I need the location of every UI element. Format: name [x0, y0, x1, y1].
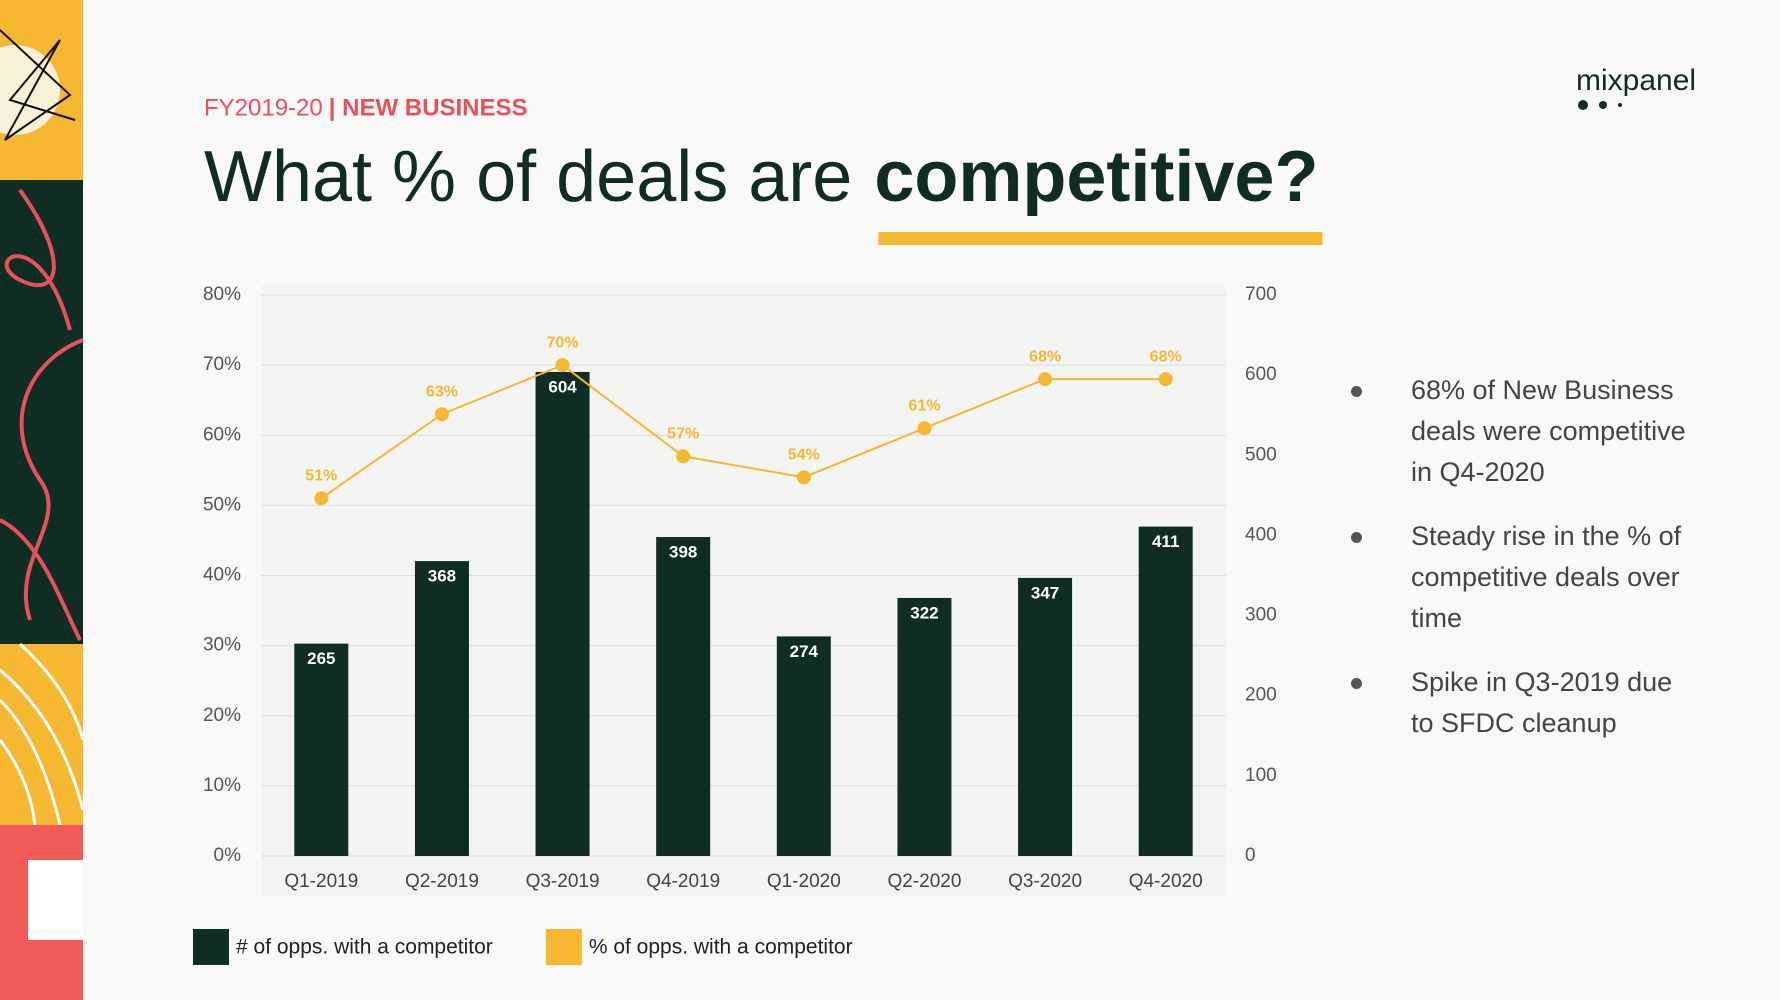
line-point	[676, 449, 691, 464]
line-point	[1158, 372, 1173, 387]
title-underline	[878, 232, 1323, 245]
title-bold: competitive?	[874, 137, 1318, 217]
y2-tick-label: 500	[1245, 444, 1277, 465]
legend-swatch	[545, 929, 582, 965]
x-tick-label: Q4-2019	[646, 871, 720, 892]
bar-label: 274	[790, 642, 819, 661]
bar	[535, 371, 590, 856]
decor	[28, 860, 83, 940]
bullet: Spike in Q3-2019 due to SFDC cleanup	[1350, 662, 1690, 744]
bar	[414, 561, 469, 856]
bar-label: 322	[910, 603, 938, 622]
x-tick-label: Q3-2020	[1008, 871, 1082, 892]
bar	[294, 643, 349, 856]
bullets: 68% of New Business deals were competiti…	[1350, 370, 1690, 767]
eyebrow-bold: | NEW BUSINESS	[329, 94, 528, 121]
bar-label: 411	[1152, 532, 1179, 551]
y-tick-label: 50%	[203, 494, 241, 515]
y2-tick-label: 300	[1245, 605, 1277, 626]
y-tick-label: 70%	[203, 354, 241, 375]
legend-swatch	[193, 929, 229, 965]
x-tick-label: Q2-2020	[887, 871, 961, 892]
bullet: 68% of New Business deals were competiti…	[1350, 370, 1690, 493]
bar-label: 265	[307, 649, 335, 668]
point-label: 70%	[547, 334, 579, 351]
bar	[1138, 526, 1193, 856]
bar-label: 368	[428, 567, 456, 586]
y2-tick-label: 0	[1245, 845, 1256, 866]
x-tick-label: Q1-2020	[767, 871, 841, 892]
y-tick-label: 30%	[203, 635, 241, 656]
line-point	[555, 358, 570, 373]
logo-dot	[1578, 100, 1588, 110]
x-tick-label: Q4-2020	[1129, 871, 1203, 892]
bar-label: 398	[669, 543, 697, 562]
eyebrow: FY2019-20	[204, 94, 323, 121]
legend-label: % of opps. with a competitor	[589, 936, 853, 959]
x-tick-label: Q1-2019	[284, 871, 358, 892]
point-label: 68%	[1150, 348, 1182, 365]
legend-label: # of opps. with a competitor	[236, 936, 493, 959]
point-label: 61%	[908, 397, 940, 414]
bar-label: 347	[1031, 583, 1059, 602]
bar	[897, 597, 952, 856]
y-tick-label: 60%	[203, 424, 241, 445]
line-point	[314, 491, 329, 506]
y-tick-label: 20%	[203, 705, 241, 726]
line-point	[917, 421, 932, 436]
decor	[0, 644, 83, 825]
plot-area	[261, 285, 1226, 896]
x-tick-label: Q3-2019	[526, 871, 600, 892]
decor	[0, 188, 84, 641]
line-point	[434, 407, 449, 422]
decor	[0, 29, 76, 141]
y-tick-label: 10%	[203, 775, 241, 796]
y2-tick-label: 700	[1245, 284, 1277, 305]
point-label: 68%	[1029, 348, 1061, 365]
decor	[0, 180, 83, 644]
point-label: 51%	[305, 468, 337, 485]
y-tick-label: 40%	[203, 565, 241, 586]
title: What % of deals are	[204, 137, 852, 217]
point-label: 63%	[426, 383, 458, 400]
logo-dot	[1618, 103, 1622, 107]
y-tick-label: 0%	[214, 845, 242, 866]
y2-tick-label: 400	[1245, 524, 1277, 545]
point-label: 54%	[788, 447, 820, 464]
line-point	[796, 470, 811, 485]
line	[320, 363, 1166, 500]
y-tick-label: 80%	[203, 284, 241, 305]
point-label: 57%	[667, 426, 699, 443]
decor	[0, 642, 85, 826]
y2-tick-label: 200	[1245, 685, 1277, 706]
bar	[776, 636, 831, 856]
logo: mixpanel	[1576, 64, 1696, 97]
y2-tick-label: 100	[1245, 765, 1277, 786]
logo-dot	[1599, 101, 1607, 109]
bar	[656, 537, 711, 856]
y2-tick-label: 600	[1245, 364, 1277, 385]
bar	[1018, 577, 1073, 856]
bullet: Steady rise in the % of competitive deal…	[1350, 516, 1690, 639]
bar-label: 604	[548, 377, 577, 396]
x-tick-label: Q2-2019	[405, 871, 479, 892]
line-point	[1038, 372, 1053, 387]
